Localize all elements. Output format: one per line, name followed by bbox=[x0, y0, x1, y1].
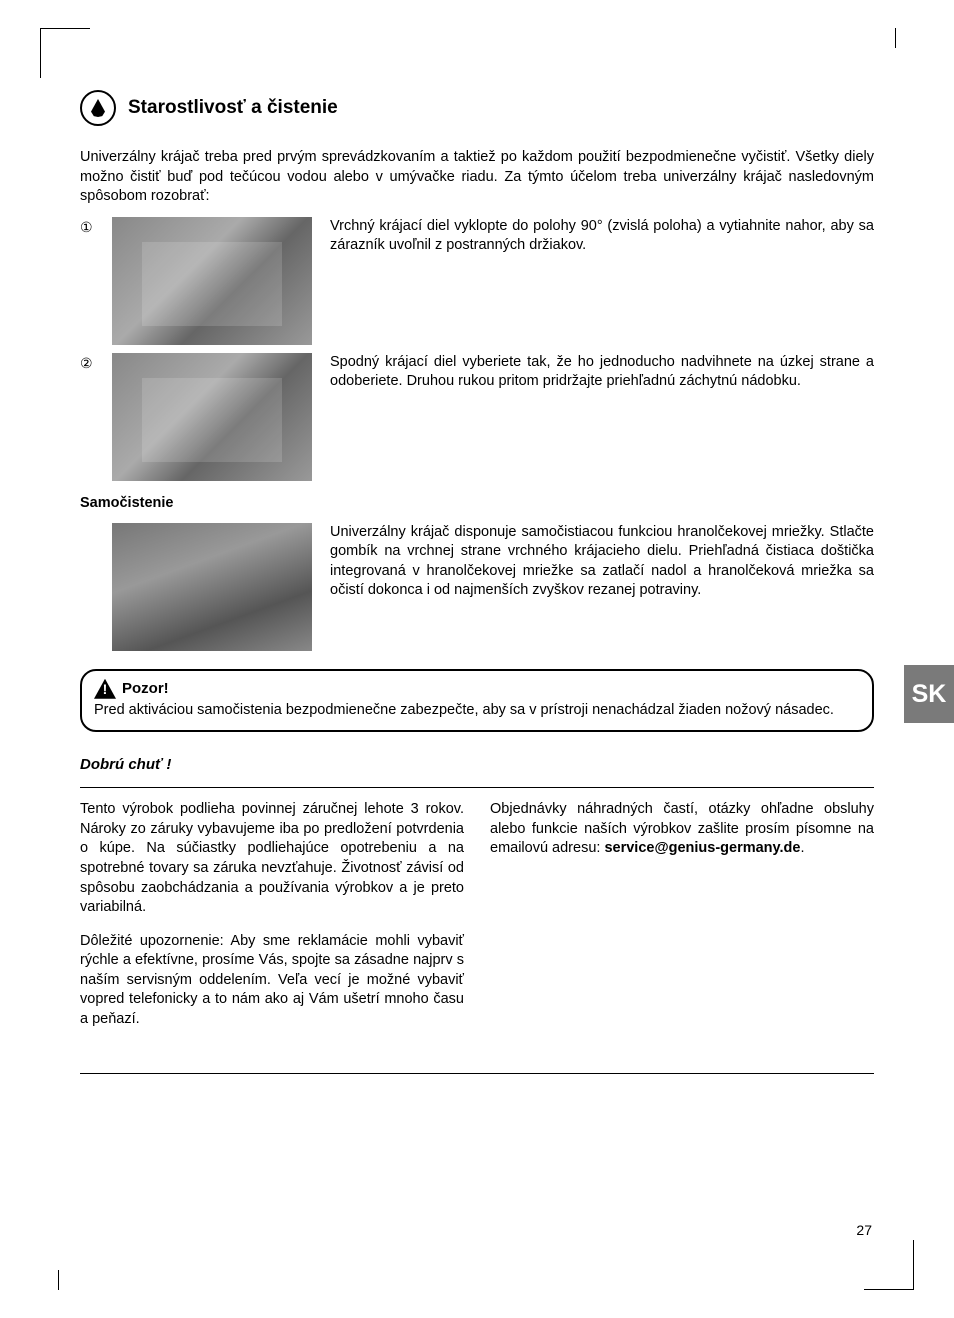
step-image-1 bbox=[112, 217, 312, 345]
crop-mark-bl bbox=[58, 1270, 59, 1290]
crop-mark-br bbox=[864, 1240, 914, 1290]
divider-top bbox=[80, 787, 874, 788]
intro-paragraph: Univerzálny krájač treba pred prvým spre… bbox=[80, 148, 874, 207]
warning-box: Pozor! Pred aktiváciou samočistenia bezp… bbox=[80, 669, 874, 733]
step-number: ② bbox=[80, 353, 94, 372]
warning-title: Pozor! bbox=[122, 680, 169, 697]
crop-mark-tl bbox=[40, 28, 90, 78]
page-number: 27 bbox=[856, 1222, 872, 1238]
step-number: ① bbox=[80, 217, 94, 236]
heading-text: Starostlivosť a čistenie bbox=[128, 97, 338, 119]
warning-icon bbox=[94, 679, 116, 699]
notice-paragraph: Dôležité upozornenie: Aby sme reklamácie… bbox=[80, 932, 464, 1030]
selfclean-row: Univerzálny krájač disponuje samočistiac… bbox=[80, 523, 874, 651]
step-2: ② Spodný krájací diel vyberiete tak, že … bbox=[80, 353, 874, 481]
warning-text: Pred aktiváciou samočistenia bezpodmiene… bbox=[94, 701, 860, 721]
language-tab: SK bbox=[904, 665, 954, 723]
selfclean-text: Univerzálny krájač disponuje samočistiac… bbox=[330, 523, 874, 601]
two-column-section: Tento výrobok podlieha povinnej záručnej… bbox=[80, 800, 874, 1043]
bon-appetit: Dobrú chuť ! bbox=[80, 756, 874, 773]
warranty-paragraph: Tento výrobok podlieha povinnej záručnej… bbox=[80, 800, 464, 917]
step-text: Vrchný krájací diel vyklopte do polohy 9… bbox=[330, 217, 874, 256]
section-heading: Starostlivosť a čistenie bbox=[80, 90, 874, 126]
selfclean-image bbox=[112, 523, 312, 651]
water-drop-icon bbox=[80, 90, 116, 126]
step-1: ① Vrchný krájací diel vyklopte do polohy… bbox=[80, 217, 874, 345]
step-text: Spodný krájací diel vyberiete tak, že ho… bbox=[330, 353, 874, 392]
service-email: service@genius-germany.de bbox=[604, 840, 800, 856]
crop-mark-tr bbox=[895, 28, 896, 48]
column-right: Objednávky náhradných častí, otázky ohľa… bbox=[490, 800, 874, 1043]
selfclean-heading: Samočistenie bbox=[80, 495, 874, 511]
warning-title-row: Pozor! bbox=[94, 679, 860, 699]
divider-bottom bbox=[80, 1073, 874, 1074]
step-image-2 bbox=[112, 353, 312, 481]
contact-paragraph: Objednávky náhradných častí, otázky ohľa… bbox=[490, 800, 874, 859]
column-left: Tento výrobok podlieha povinnej záručnej… bbox=[80, 800, 464, 1043]
